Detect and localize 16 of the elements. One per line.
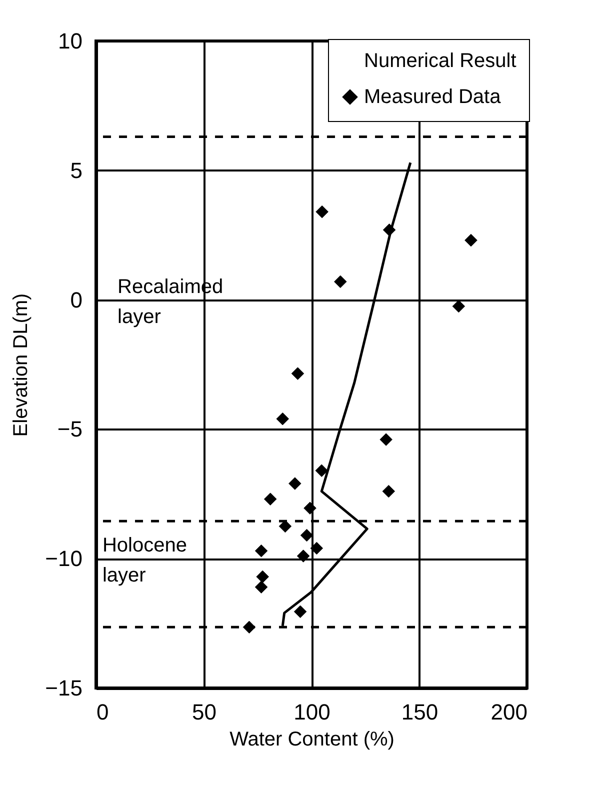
legend-label: Measured Data: [364, 86, 502, 108]
x-tick-label: 0: [96, 700, 109, 724]
annotation: Holocene layer: [102, 534, 187, 587]
y-tick-label: −10: [45, 546, 82, 572]
x-tick-label: 100: [294, 700, 330, 724]
y-tick-label: −15: [45, 676, 82, 700]
y-tick-label: 5: [70, 158, 82, 183]
y-axis-title: Elevation DL(m): [10, 293, 32, 437]
x-tick-label: 50: [192, 700, 216, 724]
y-tick-label: −5: [57, 416, 82, 442]
x-tick-label: 200: [490, 700, 528, 724]
x-tick-label: 150: [401, 700, 438, 724]
y-tick-label: 10: [58, 28, 82, 54]
x-axis-title: Water Content (%): [230, 728, 394, 750]
text: Numerical Result: [364, 50, 517, 72]
y-tick-label: 0: [70, 287, 82, 312]
